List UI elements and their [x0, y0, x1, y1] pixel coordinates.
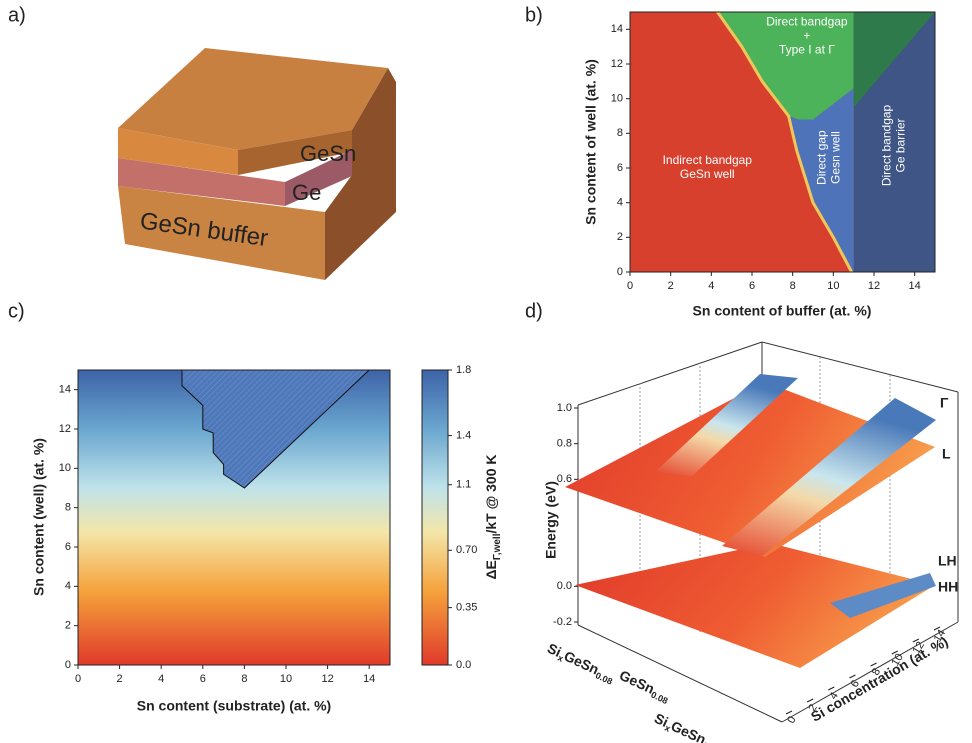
label-part: /kT @ 300 K — [483, 454, 499, 533]
region-label-line: GeSn well — [680, 167, 735, 181]
x-tick-label: 4 — [158, 673, 164, 685]
label-part: Γ,well — [492, 533, 503, 560]
layer-label: GeSn — [300, 141, 356, 166]
y-tick-label: 12 — [611, 58, 623, 70]
region-label-line: Direct bandgap — [880, 104, 894, 186]
label-part: ΔE — [483, 560, 499, 579]
y-tick-label: 10 — [611, 93, 623, 105]
label-part: GeSn — [617, 667, 657, 697]
panel-label: c) — [8, 300, 25, 322]
y-tick-label: 0.8 — [557, 438, 572, 450]
y-tick-label: 0.6 — [557, 473, 572, 485]
x-tick-label: 0 — [627, 280, 633, 292]
x-tick-label: 6 — [200, 673, 206, 685]
x-tick-label: 10 — [827, 280, 839, 292]
region-label-line: Indirect bandgap — [663, 153, 753, 167]
x-tick-label: 12 — [321, 673, 333, 685]
box-edge — [762, 342, 958, 392]
band-label: HH — [938, 579, 958, 595]
z-tick — [871, 663, 877, 666]
x-tick-label: 0 — [75, 673, 81, 685]
y-tick-label: 6 — [65, 541, 71, 553]
colorbar-tick-label: 1.8 — [456, 364, 471, 376]
y-tick-label: 0.0 — [557, 580, 572, 592]
y-axis-label: Sn content (well) (at. %) — [31, 438, 47, 596]
z-tick — [849, 675, 855, 678]
colorbar — [422, 370, 448, 665]
region-label-line: + — [803, 28, 810, 42]
colorbar-tick-label: 1.4 — [456, 429, 471, 441]
x-tick-label: 8 — [790, 280, 796, 292]
y-tick-label: -0.2 — [553, 616, 572, 628]
panel-label: b) — [525, 4, 543, 26]
category-label: SixGeSn0.08 — [651, 710, 724, 743]
label-part: GeSn — [669, 717, 709, 743]
x-tick-label: 14 — [363, 673, 375, 685]
x-tick-label: 4 — [708, 280, 714, 292]
colorbar-label: ΔEΓ,well/kT @ 300 K — [483, 454, 503, 579]
panel-label: a) — [8, 4, 26, 26]
y-tick-label: 8 — [617, 127, 623, 139]
y-tick-label: 0 — [617, 266, 623, 278]
region-label-line: Gesn well — [828, 131, 842, 184]
y-tick-label: 14 — [59, 384, 71, 396]
y-tick-label: 0 — [65, 659, 71, 671]
x-tick-label: 12 — [868, 280, 880, 292]
category-label: SixGeSn0.08 — [544, 640, 617, 688]
colorbar-tick-label: 0.35 — [456, 602, 477, 614]
x-axis-label: Sn content of buffer (at. %) — [693, 303, 872, 319]
region-label-line: Direct bandgap — [766, 14, 848, 28]
y-tick-label: 10 — [59, 462, 71, 474]
layer-label: Ge — [292, 180, 321, 205]
y-tick-label: 1.0 — [557, 402, 572, 414]
x-tick-label: 8 — [241, 673, 247, 685]
y-tick-label: 12 — [59, 423, 71, 435]
colorbar-tick-label: 0.70 — [456, 544, 477, 556]
colorbar-tick-label: 1.1 — [456, 479, 471, 491]
x-axis-label: Sn content (substrate) (at. %) — [137, 698, 331, 714]
label-part: 0.08 — [649, 690, 669, 706]
x-tick-label: 10 — [280, 673, 292, 685]
label-part: 0.08 — [594, 671, 614, 687]
y-axis-label: Energy (eV) — [543, 481, 559, 559]
y-tick-label: 6 — [617, 162, 623, 174]
y-tick-label: 4 — [617, 197, 623, 209]
y-axis-label: Sn content of well (at. %) — [583, 59, 599, 225]
x-tick-label: 2 — [117, 673, 123, 685]
y-tick-label: 14 — [611, 23, 623, 35]
label-part: GeSn — [562, 647, 602, 677]
region-label-line: Type I at Γ — [779, 42, 835, 56]
band-label: L — [942, 446, 951, 462]
y-tick-label: 4 — [65, 580, 71, 592]
colorbar-tick-label: 0.0 — [456, 659, 471, 671]
region-label-line: Ge barrier — [894, 118, 908, 172]
x-tick-label: 2 — [668, 280, 674, 292]
y-tick-label: 2 — [617, 231, 623, 243]
band-label: Γ — [940, 395, 949, 411]
panel-label: d) — [525, 300, 543, 322]
y-tick-label: 8 — [65, 502, 71, 514]
y-tick-label: 2 — [65, 620, 71, 632]
z-tick — [786, 711, 792, 714]
contour-map: 0 2 4 6 8 10 12 14 0 2 4 6 8 10 12 14 0.0 0.35 0.70 1.1 1.4 1… — [59, 364, 478, 685]
z-tick — [807, 699, 813, 702]
region-label: Direct gapGesn well — [814, 130, 842, 185]
z-tick — [828, 687, 834, 690]
x-tick-label: 14 — [909, 280, 921, 292]
category-label: GeSn0.08 — [616, 667, 673, 707]
figure: a) GeSn Ge GeSn buffer b) 02468101214024… — [0, 0, 972, 743]
band-label: LH — [938, 553, 957, 569]
box-edge — [578, 342, 762, 405]
x-tick-label: 6 — [749, 280, 755, 292]
region-label-line: Direct gap — [814, 130, 828, 185]
